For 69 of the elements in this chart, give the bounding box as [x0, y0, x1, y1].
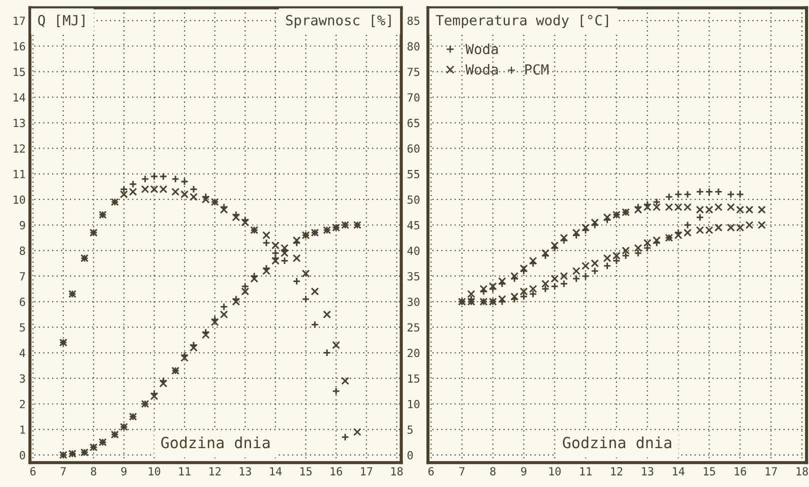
y-tick-label: 5	[20, 323, 25, 332]
x-tick-label: 9	[521, 467, 526, 476]
y-axis-title: Temperatura wody [°C]	[436, 14, 608, 28]
legend-label: Woda	[465, 43, 498, 54]
x-tick-label: 13	[240, 467, 252, 476]
y-tick-label: 0	[20, 450, 26, 460]
y2-tick-label: 75	[408, 68, 420, 76]
y-tick-label: 13	[14, 118, 25, 128]
x-tick-label: 6	[30, 467, 36, 476]
x-tick-label: 12	[611, 467, 622, 476]
y2-tick-label: 20	[408, 348, 420, 358]
y2-axis-title: Sprawnosc [%]	[286, 14, 391, 28]
y2-tick-label: 0	[408, 450, 413, 460]
x-tick-label: 8	[490, 467, 496, 476]
y2-tick-label: 85	[408, 16, 420, 25]
y2-tick-label: 70	[408, 93, 420, 102]
y-axis-title: Q [MJ]	[38, 14, 84, 28]
x-tick-label: 9	[121, 467, 126, 476]
x-tick-label: 13	[642, 467, 654, 476]
x-tick-label: 10	[148, 467, 160, 476]
y2-tick-label: 35	[408, 272, 420, 281]
y-tick-label: 3	[20, 374, 25, 383]
y-tick-label: 16	[14, 42, 26, 51]
x-tick-label: 14	[672, 467, 684, 476]
x-tick-label: 11	[580, 467, 592, 476]
x-tick-label: 7	[60, 467, 66, 476]
y-tick-label: 1	[20, 426, 26, 434]
x-tick-label: 16	[734, 467, 746, 476]
y2-tick-label: 40	[407, 246, 420, 255]
y-tick-label: 2	[20, 400, 25, 408]
x-tick-label: 18	[796, 467, 808, 476]
x-tick-label: 11	[179, 467, 190, 476]
y2-tick-label: 30	[408, 298, 420, 306]
y-tick-label: 4	[20, 348, 26, 358]
y2-tick-label: 45	[407, 221, 420, 230]
x-tick-label: 8	[90, 467, 96, 476]
y-tick-label: 9	[20, 221, 26, 230]
x-tick-label: 14	[270, 467, 282, 476]
y2-tick-label: 5	[408, 426, 413, 434]
x-tick-label: 16	[330, 467, 342, 476]
x-tick-label: 17	[766, 467, 777, 476]
y-tick-label: 6	[20, 298, 26, 306]
y2-tick-label: 25	[408, 323, 420, 332]
y-tick-label: 14	[14, 93, 26, 102]
x-tick-label: 6	[428, 467, 434, 476]
y-tick-label: 10	[14, 195, 26, 204]
y-tick-label: 15	[14, 68, 25, 76]
y-tick-label: 17	[14, 16, 25, 25]
y2-tick-label: 60	[408, 144, 420, 153]
y-tick-label: 11	[14, 170, 26, 178]
x-tick-label: 12	[209, 467, 221, 476]
x-tick-label: 17	[361, 467, 372, 476]
y2-tick-label: 15	[408, 374, 420, 383]
y2-tick-label: 55	[408, 170, 420, 178]
x-tick-label: 15	[704, 467, 716, 476]
x-tick-label: 7	[459, 467, 464, 476]
x-axis-title: Godzina dnia	[562, 436, 672, 448]
x-axis-title: Godzina dnia	[161, 436, 270, 448]
y2-tick-label: 10	[408, 400, 420, 408]
y2-tick-label: 65	[408, 118, 420, 128]
y-tick-label: 12	[14, 144, 25, 153]
y2-tick-label: 50	[408, 195, 420, 204]
x-tick-label: 15	[300, 467, 312, 476]
y-tick-label: 8	[20, 246, 26, 255]
y-tick-label: 7	[20, 272, 25, 280]
x-tick-label: 10	[549, 467, 561, 476]
legend-label: Woda + PCM	[465, 64, 548, 75]
x-tick-label: 18	[391, 467, 403, 476]
y2-tick-label: 80	[408, 42, 420, 51]
